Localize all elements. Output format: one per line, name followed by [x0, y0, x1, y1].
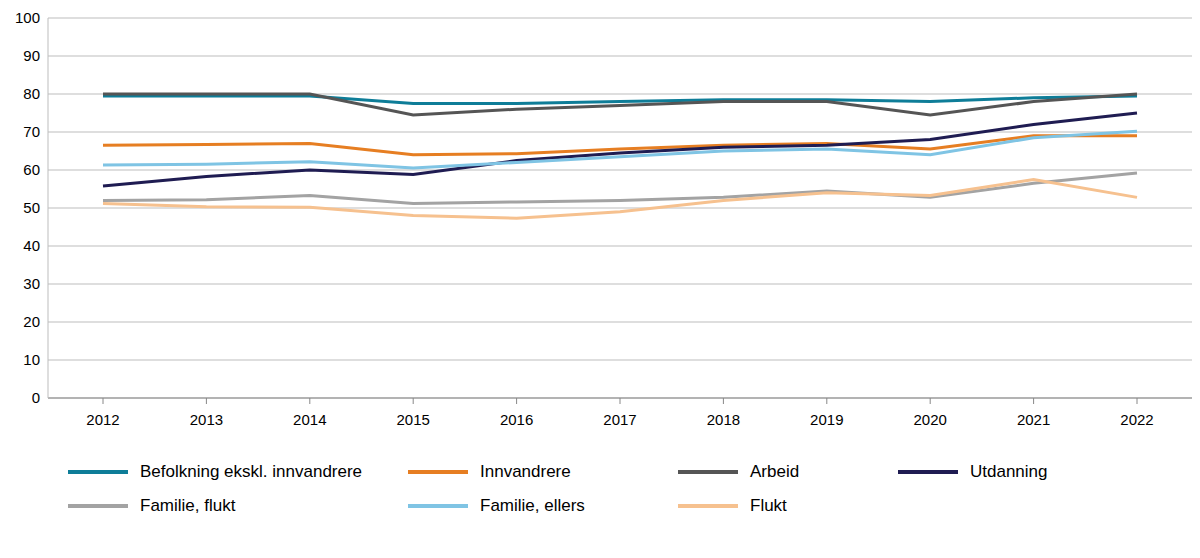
svg-text:2013: 2013: [190, 411, 223, 428]
svg-text:2016: 2016: [500, 411, 533, 428]
svg-text:2018: 2018: [707, 411, 740, 428]
svg-text:20: 20: [23, 313, 40, 330]
html-text:Befolkning ekskl. innvandrere: Befolkning ekskl. innvandrere: [140, 462, 363, 481]
svg-text:80: 80: [23, 85, 40, 102]
svg-text:10: 10: [23, 351, 40, 368]
svg-text:0: 0: [32, 389, 40, 406]
html-text:Flukt: Flukt: [750, 496, 787, 515]
svg-text:2020: 2020: [914, 411, 947, 428]
html-text:Familie, ellers: Familie, ellers: [480, 496, 585, 515]
svg-text:2014: 2014: [293, 411, 326, 428]
html-text:Arbeid: Arbeid: [750, 462, 800, 481]
html-text:Familie, flukt: Familie, flukt: [140, 496, 236, 515]
html-text:Innvandrere: Innvandrere: [480, 462, 571, 481]
svg-text:90: 90: [23, 47, 40, 64]
svg-text:30: 30: [23, 275, 40, 292]
svg-text:2017: 2017: [603, 411, 636, 428]
svg-text:40: 40: [23, 237, 40, 254]
svg-text:60: 60: [23, 161, 40, 178]
svg-text:70: 70: [23, 123, 40, 140]
svg-text:2022: 2022: [1120, 411, 1153, 428]
svg-text:2021: 2021: [1017, 411, 1050, 428]
svg-text:2012: 2012: [86, 411, 119, 428]
svg-text:2019: 2019: [810, 411, 843, 428]
html-text:Utdanning: Utdanning: [970, 462, 1048, 481]
svg-text:100: 100: [15, 9, 40, 26]
svg-text:2015: 2015: [397, 411, 430, 428]
svg-text:50: 50: [23, 199, 40, 216]
